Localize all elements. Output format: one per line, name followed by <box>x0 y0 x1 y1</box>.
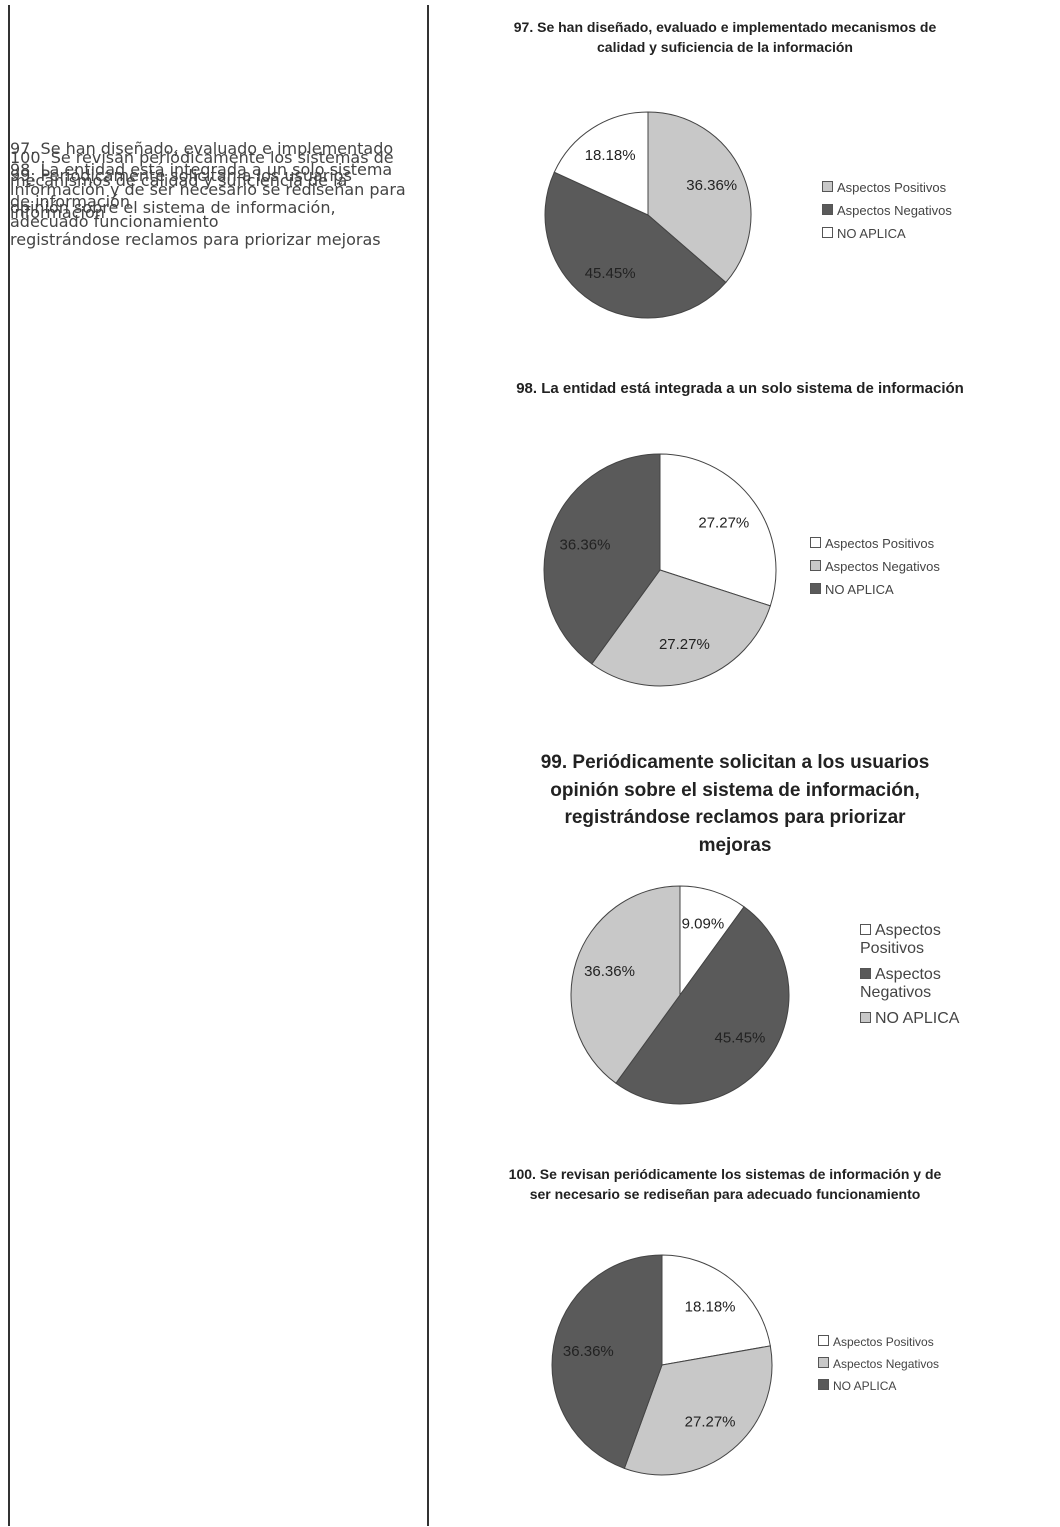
column-divider <box>427 5 429 1526</box>
legend-item: NO APLICA <box>860 1010 970 1028</box>
pie-slice <box>591 569 771 687</box>
legend-label: NO APLICA <box>875 1010 960 1027</box>
pie-slice <box>543 453 661 665</box>
legend-item: Aspectos Negativos <box>810 559 990 574</box>
legend: Aspectos Positivos Aspectos Negativos NO A… <box>822 180 1002 249</box>
legend: Aspectos Positivos Aspectos Negativos NO A… <box>818 1335 998 1401</box>
legend: Aspectos Positivos Aspectos Negativos NO A… <box>860 922 970 1036</box>
row-text-cell: 97. Se han diseñado, evaluado e implemen… <box>10 0 410 361</box>
legend-label: Aspectos Negativos <box>837 203 952 218</box>
table-row: 97. Se han diseñado, evaluado e implemen… <box>0 0 1060 361</box>
table-border <box>8 5 10 1526</box>
pie-slice <box>615 906 790 1105</box>
table-row: 99. Periódicamente solicitan a los usuar… <box>0 166 1060 1147</box>
legend-swatch <box>860 968 871 979</box>
legend-swatch <box>860 1012 871 1023</box>
slice-label: 36.36% <box>560 537 611 554</box>
slice-label: 45.45% <box>715 1030 766 1047</box>
table-row: 100. Se revisan periódicamente los siste… <box>0 148 1060 1527</box>
legend-label: Aspectos Positivos <box>837 180 947 195</box>
legend-label: Aspectos Negativos <box>825 559 940 574</box>
row-text: 98. La entidad está integrada a un solo … <box>10 159 393 211</box>
legend-item: Aspectos Positivos <box>860 922 970 958</box>
row-text: 100. Se revisan periódicamente los siste… <box>10 148 406 231</box>
legend-label: NO APLICA <box>837 226 906 241</box>
legend-swatch <box>818 1379 829 1390</box>
legend-swatch <box>822 204 833 215</box>
legend: Aspectos Positivos Aspectos Negativos NO A… <box>810 536 990 605</box>
row-text-cell: 98. La entidad está integrada a un solo … <box>10 0 410 371</box>
legend-swatch <box>860 924 871 935</box>
slice-label: 27.27% <box>685 1413 736 1430</box>
legend-item: Aspectos Positivos <box>818 1335 998 1349</box>
legend-swatch <box>818 1335 829 1346</box>
legend-label: Aspectos Positivos <box>860 922 941 957</box>
slice-label: 18.18% <box>685 1299 736 1316</box>
legend-swatch <box>810 537 821 548</box>
row-text-cell: 100. Se revisan periódicamente los siste… <box>10 0 410 380</box>
pie-slice <box>623 1345 773 1476</box>
pie-slice <box>544 171 727 319</box>
legend-item: Aspectos Negativos <box>818 1357 998 1371</box>
row-text: 99. Periódicamente solicitan a los usuar… <box>10 165 381 249</box>
legend-swatch <box>818 1357 829 1368</box>
pie-slice <box>647 111 752 284</box>
legend-label: Aspectos Negativos <box>833 1357 940 1371</box>
legend-swatch <box>810 583 821 594</box>
legend-label: Aspectos Positivos <box>825 536 935 551</box>
legend-item: NO APLICA <box>810 582 990 597</box>
chart-title: 98. La entidad está integrada a un solo … <box>516 380 964 397</box>
legend-swatch <box>822 181 833 192</box>
slice-label: 27.27% <box>698 515 749 532</box>
row-text: 97. Se han diseñado, evaluado e implemen… <box>10 138 394 222</box>
legend-label: Aspectos Negativos <box>860 966 941 1001</box>
legend-swatch <box>810 560 821 571</box>
legend-label: NO APLICA <box>825 582 894 597</box>
pie-slice <box>551 1254 663 1470</box>
chart-title: 97. Se han diseñado, evaluado e implemen… <box>513 19 937 56</box>
pie-slice <box>659 453 777 607</box>
row-text-cell: 99. Periódicamente solicitan a los usuar… <box>10 0 410 415</box>
pie-slice <box>570 885 681 1084</box>
slice-label: 9.09% <box>682 915 725 932</box>
chart-title: 100. Se revisan periódicamente los siste… <box>508 1166 942 1203</box>
legend-item: NO APLICA <box>818 1379 998 1393</box>
pie-slice <box>661 1254 771 1366</box>
legend-label: NO APLICA <box>833 1379 897 1393</box>
legend-item: Aspectos Negativos <box>822 203 1002 218</box>
legend-item: Aspectos Positivos <box>822 180 1002 195</box>
slice-label: 27.27% <box>659 636 710 653</box>
pie-slice <box>553 111 649 216</box>
legend-item: NO APLICA <box>822 226 1002 241</box>
legend-label: Aspectos Positivos <box>833 1335 934 1349</box>
slice-label: 45.45% <box>585 265 636 282</box>
legend-item: Aspectos Positivos <box>810 536 990 551</box>
slice-label: 36.36% <box>584 963 635 980</box>
legend-item: Aspectos Negativos <box>860 966 970 1002</box>
slice-label: 36.36% <box>563 1343 614 1360</box>
slice-label: 36.36% <box>686 177 737 194</box>
slice-label: 18.18% <box>585 147 636 164</box>
legend-swatch <box>822 227 833 238</box>
table-row: 98. La entidad está integrada a un solo … <box>0 160 1060 732</box>
chart-title: 99. Periódicamente solicitan a los usuar… <box>540 752 930 856</box>
